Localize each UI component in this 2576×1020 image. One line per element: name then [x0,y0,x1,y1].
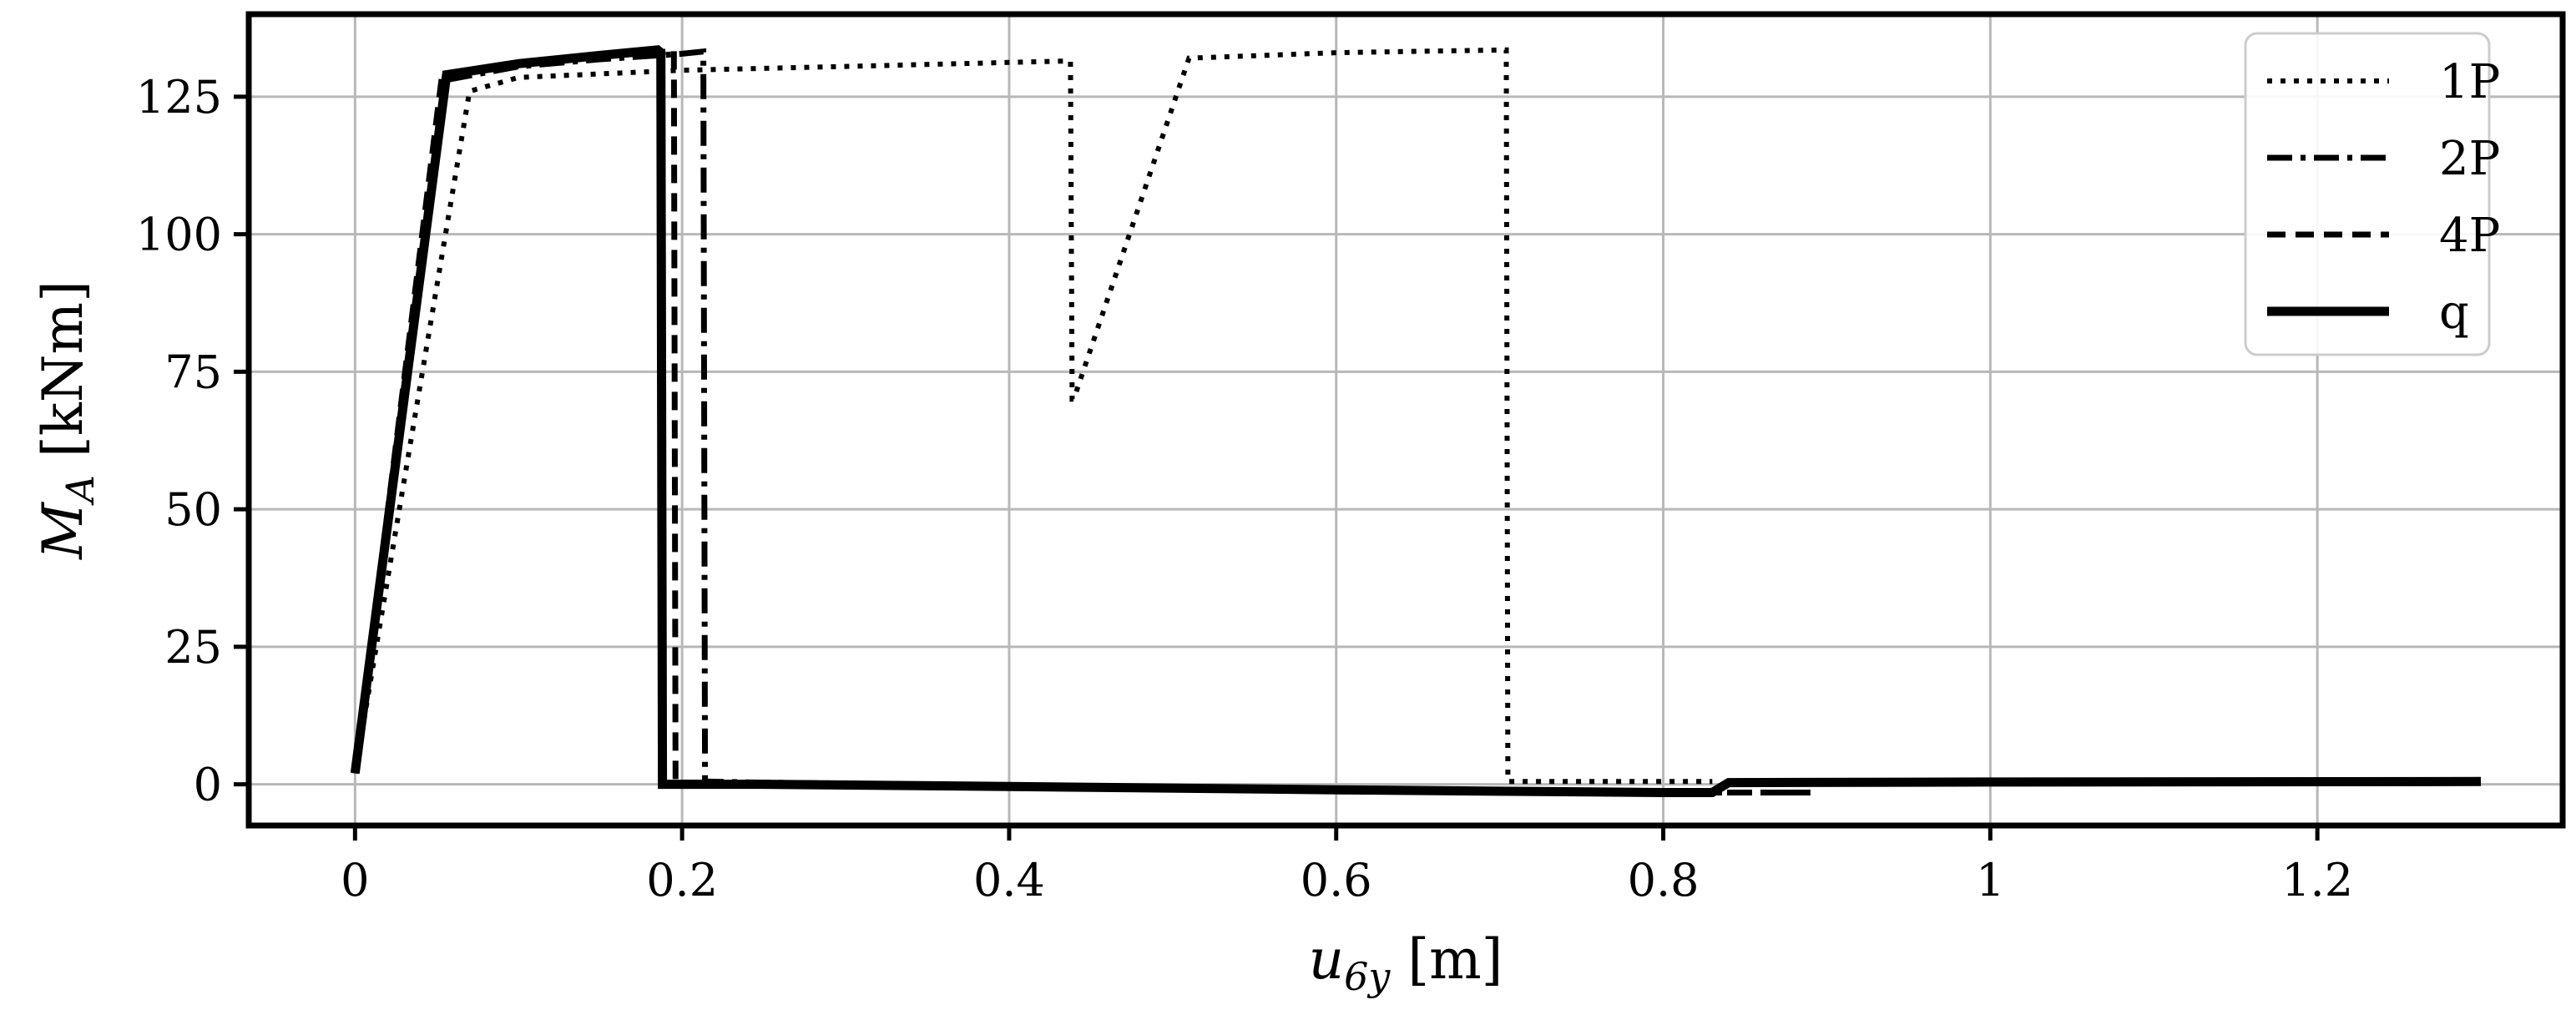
legend: 1P 2P 4P q [2244,32,2500,356]
x-tick-label: 0.2 [646,854,718,906]
x-tick-label: 0 [341,854,369,906]
y-axis-label-unit: [kNm] [31,280,95,475]
legend-label-1P: 1P [2439,55,2500,109]
x-tick-label: 1 [1976,854,2004,906]
x-axis-label-main: u [1309,927,1345,992]
y-tick-label: 25 [164,621,222,674]
x-axis-label-sub: 6y [1344,954,1391,999]
tick-layer: 0 0.2 0.4 0.6 0.8 1 1.2 0 25 50 75 100 125 [136,71,2353,906]
series-line-q [350,45,2482,797]
plot-frame [245,11,2566,829]
x-tick-label: 1.2 [2281,854,2353,906]
x-axis-label: u6y [m] [1309,927,1503,999]
y-axis-label: MA [kNm] [31,280,103,560]
legend-label-q: q [2439,285,2469,340]
legend-label-4P: 4P [2439,209,2500,263]
series-line-2P [351,48,1811,795]
y-axis-label-sub: A [58,475,103,506]
y-tick-label: 0 [194,759,222,811]
x-tick-label: 0.6 [1301,854,1372,906]
legend-label-2P: 2P [2439,132,2500,186]
series-line-1P [352,47,1713,785]
y-tick-label: 100 [136,209,222,261]
x-tick-label: 0.8 [1628,854,1700,906]
series-line-4P [351,46,1811,795]
x-axis-label-unit: [m] [1390,927,1503,992]
series-layer [350,45,2482,797]
y-tick-label: 125 [136,71,222,124]
legend-box [2244,32,2491,356]
y-tick-label: 50 [164,483,222,536]
legend-items: 1P 2P 4P q [2267,55,2500,340]
y-axis-label-main: M [31,502,95,560]
x-tick-label: 0.4 [973,854,1045,906]
grid-layer [249,14,2563,826]
y-tick-label: 75 [164,346,222,398]
